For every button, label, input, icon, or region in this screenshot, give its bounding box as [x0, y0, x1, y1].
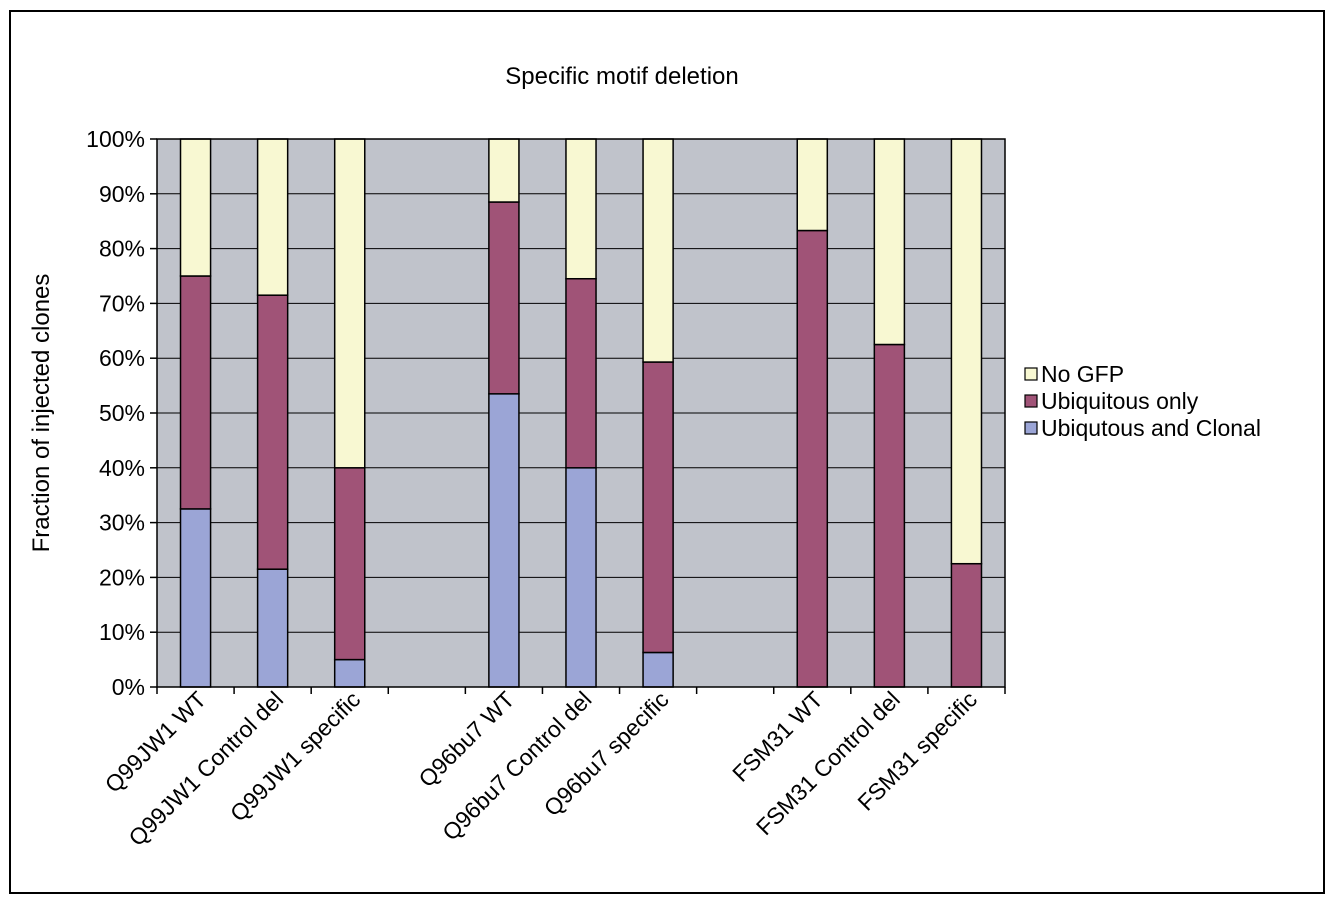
legend-swatch [1024, 394, 1038, 408]
bar-segment [796, 229, 829, 688]
y-tick-label: 70% [99, 290, 145, 316]
y-tick-label: 60% [99, 345, 145, 371]
bar-segment [179, 138, 212, 277]
bar-segment [950, 138, 983, 565]
legend-label: Ubiqutous and Clonal [1041, 415, 1261, 441]
x-tick-label: Q99JW1 specific [225, 686, 365, 826]
bar-segment [256, 138, 289, 296]
bar-segment [565, 138, 597, 280]
bar-segment [179, 508, 212, 688]
y-tick-label: 80% [99, 236, 145, 262]
bar-segment [333, 658, 366, 688]
legend-swatch [1024, 367, 1038, 381]
y-tick-label: 0% [112, 674, 145, 700]
y-tick-labels: 0% 10% 20% 30% 40% 50% 60% 70% 80% 90% 100% [86, 126, 145, 700]
axes [150, 138, 1006, 694]
bar-segment [256, 568, 289, 688]
y-tick-label: 40% [99, 455, 145, 481]
bar-segment [488, 201, 520, 395]
bar-segment [488, 393, 520, 688]
x-tick-label: Q96bu7 Control del [437, 686, 596, 845]
bar-segment [950, 562, 983, 688]
chart-title: Specific motif deletion [505, 63, 738, 90]
legend-label: Ubiquitous only [1041, 388, 1199, 414]
y-tick-label: 50% [99, 400, 145, 426]
bar-segment [642, 361, 674, 654]
bar-segment [873, 343, 906, 688]
bar-segment [565, 467, 597, 688]
stacked-bar-chart: Specific motif deletion 0% 10% 20% 30% 40% 50… [28, 63, 1261, 851]
y-tick-label: 20% [99, 564, 145, 590]
y-tick-label: 30% [99, 510, 145, 536]
bar-segment [642, 651, 674, 688]
bar-segment [256, 294, 289, 570]
y-tick-label: 10% [99, 619, 145, 645]
bar-segment [873, 138, 906, 346]
bar-segment [333, 138, 366, 469]
bar-segment [796, 138, 829, 232]
chart-frame: Specific motif deletion 0% 10% 20% 30% 40% 50… [9, 10, 1325, 894]
x-tick-label: FSM31 Control del [751, 686, 905, 840]
bar-segment [488, 138, 520, 203]
legend-swatch [1024, 421, 1038, 435]
bars [179, 138, 983, 688]
y-axis-label: Fraction of injected clones [28, 274, 55, 553]
y-tick-label: 90% [99, 181, 145, 207]
bar-segment [333, 467, 366, 661]
plot-border [156, 138, 1006, 688]
bar-segment [179, 275, 212, 510]
y-tick-label: 100% [86, 126, 145, 152]
bar-segment [642, 138, 674, 363]
legend-label: No GFP [1041, 361, 1124, 387]
bar-segment [565, 277, 597, 469]
